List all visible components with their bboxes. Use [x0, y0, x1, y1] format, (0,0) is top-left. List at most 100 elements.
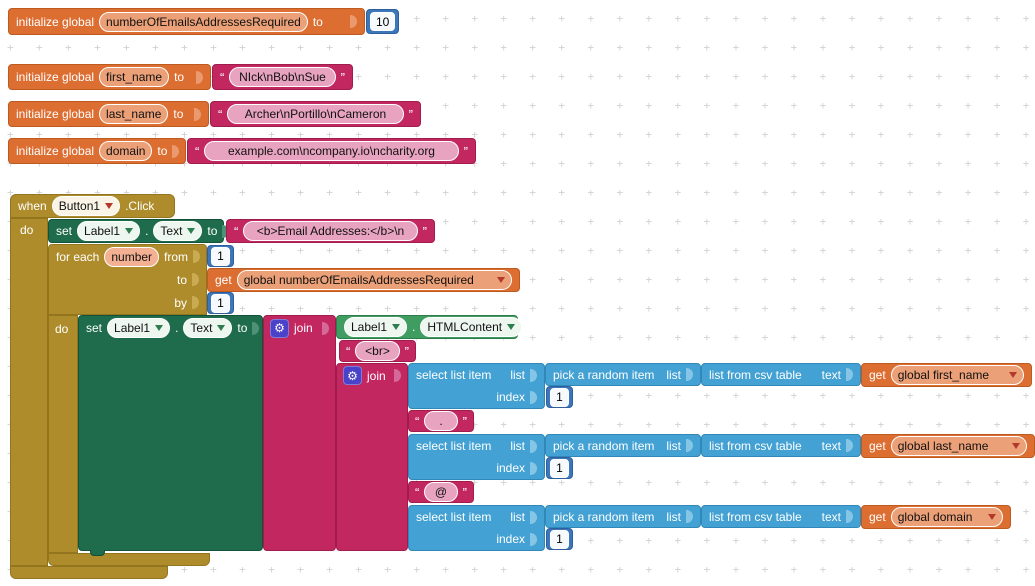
text-block-domains[interactable]: “ example.com\ncompany.io\ncharity.org ”	[187, 138, 476, 164]
list-label: list	[510, 439, 525, 453]
chevron-down-icon	[988, 514, 996, 520]
number-block-count[interactable]: 10	[366, 9, 399, 34]
loop-var-field[interactable]: number	[104, 246, 160, 267]
init-global-count-block[interactable]: initialize global numberOfEmailsAddresse…	[8, 8, 365, 35]
when-block-bottom-bar[interactable]	[10, 566, 168, 579]
number-field[interactable]: 10	[370, 12, 396, 31]
var-dropdown[interactable]: global last_name	[890, 436, 1027, 456]
number-block-index[interactable]: 1	[546, 457, 573, 479]
get-count-block[interactable]: get global numberOfEmailsAddressesRequir…	[207, 268, 520, 292]
text-field[interactable]: NIck\nBob\nSue	[229, 67, 336, 87]
text-field[interactable]: example.com\ncompany.io\ncharity.org	[204, 141, 459, 161]
for-each-left-column[interactable]: do	[48, 315, 78, 553]
when-block-left-column[interactable]: do	[10, 218, 48, 566]
text-block-lastnames[interactable]: “ Archer\nPortillo\nCameron ”	[210, 101, 421, 127]
select-list-item-block[interactable]: select list item list index	[408, 434, 545, 480]
select-list-item-block[interactable]: select list item list index	[408, 505, 545, 551]
number-field[interactable]: 1	[550, 458, 569, 478]
get-firstname-block[interactable]: get global first_name	[861, 363, 1032, 387]
outer-join-block[interactable]: ⚙ join	[263, 315, 336, 551]
component-dropdown[interactable]: Label1	[344, 317, 408, 337]
inner-set-label-text-block[interactable]: set Label1 . Text to	[78, 315, 263, 551]
list-from-csv-block[interactable]: list from csv table text	[701, 434, 861, 457]
number-block-index[interactable]: 1	[546, 528, 573, 550]
arg-socket	[394, 369, 401, 382]
var-name-field[interactable]: last_name	[99, 104, 169, 124]
var-name-field[interactable]: domain	[99, 141, 153, 161]
pick-random-item-block[interactable]: pick a random item list	[545, 434, 701, 457]
text-field[interactable]: Archer\nPortillo\nCameron	[227, 104, 404, 124]
number-block-index[interactable]: 1	[546, 386, 573, 408]
text-field[interactable]: @	[424, 482, 458, 502]
var-name: global last_name	[897, 439, 989, 453]
text-field[interactable]: .	[424, 411, 458, 431]
mutator-gear-icon[interactable]: ⚙	[270, 318, 289, 338]
list-from-csv-block[interactable]: list from csv table text	[701, 363, 861, 386]
set-label-text-block[interactable]: set Label1 . Text to	[48, 219, 230, 243]
var-dropdown[interactable]: global numberOfEmailsAddressesRequired	[236, 270, 512, 290]
list-label: list	[666, 367, 681, 382]
text-socket	[846, 439, 853, 452]
init-global-domain-block[interactable]: initialize global domain to	[8, 138, 186, 164]
var-dropdown[interactable]: global first_name	[890, 365, 1024, 385]
init-global-firstname-block[interactable]: initialize global first_name to	[8, 64, 211, 90]
select-row: select list item list	[409, 506, 544, 528]
component-dropdown[interactable]: Label1	[77, 221, 141, 241]
init-label: initialize global	[16, 14, 95, 29]
number-field[interactable]: 1	[550, 387, 569, 407]
pick-random-label: pick a random item	[553, 509, 655, 524]
number-field[interactable]: 1	[550, 529, 569, 549]
dot-label: .	[412, 320, 416, 334]
get-domain-block[interactable]: get global domain	[861, 505, 1011, 529]
for-each-bottom-bar[interactable]	[48, 553, 210, 566]
text-block-at[interactable]: “ @ ”	[408, 481, 474, 503]
select-list-item-block[interactable]: select list item list index	[408, 363, 545, 409]
from-label: from	[164, 249, 189, 264]
mutator-gear-icon[interactable]: ⚙	[343, 366, 362, 385]
pick-random-item-block[interactable]: pick a random item list	[545, 505, 701, 528]
pick-random-label: pick a random item	[553, 367, 655, 382]
get-lastname-block[interactable]: get global last_name	[861, 434, 1035, 458]
select-list-item-label: select list item	[416, 368, 492, 382]
component-dropdown[interactable]: Button1	[51, 196, 121, 216]
number-field[interactable]: 1	[211, 246, 230, 266]
join-label: join	[367, 368, 386, 383]
open-quote: “	[234, 223, 239, 239]
pick-random-item-block[interactable]: pick a random item list	[545, 363, 701, 386]
for-each-block[interactable]: for each number from to by	[48, 244, 207, 315]
text-field[interactable]: <br>	[355, 341, 400, 361]
text-socket	[846, 368, 853, 381]
number-block-by[interactable]: 1	[207, 292, 234, 314]
chevron-down-icon	[1009, 372, 1017, 378]
value-socket	[350, 15, 357, 28]
property-dropdown[interactable]: Text	[153, 221, 203, 241]
next-statement-notch	[90, 550, 105, 556]
list-from-csv-block[interactable]: list from csv table text	[701, 505, 861, 528]
property-dropdown[interactable]: HTMLContent	[420, 317, 523, 337]
open-quote: “	[415, 413, 420, 429]
number-block-from[interactable]: 1	[207, 245, 234, 267]
text-field[interactable]: <b>Email Addresses:</b>\n	[243, 221, 418, 241]
htmlcontent-getter-block[interactable]: Label1 . HTMLContent	[336, 315, 523, 339]
init-global-lastname-block[interactable]: initialize global last_name to	[8, 101, 209, 127]
set-label: set	[86, 321, 103, 335]
var-name: global first_name	[897, 368, 990, 382]
when-event-header[interactable]: when Button1 .Click	[10, 194, 175, 218]
text-block-br[interactable]: “ <br> ”	[339, 340, 416, 362]
csv-table-label: list from csv table	[709, 509, 802, 524]
text-label: text	[821, 509, 841, 524]
text-block-email-header[interactable]: “ <b>Email Addresses:</b>\n ”	[226, 219, 435, 243]
text-block-dot[interactable]: “ . ”	[408, 410, 474, 432]
list-socket	[686, 510, 693, 523]
index-row: index	[409, 528, 544, 550]
component-dropdown[interactable]: Label1	[107, 318, 171, 338]
property-dropdown[interactable]: Text	[183, 318, 233, 338]
var-name-field[interactable]: first_name	[99, 67, 170, 87]
inner-join-block[interactable]: ⚙ join	[336, 363, 408, 551]
number-field[interactable]: 1	[211, 293, 230, 313]
var-dropdown[interactable]: global domain	[890, 507, 1003, 527]
text-block-firstnames[interactable]: “ NIck\nBob\nSue ”	[212, 64, 353, 90]
var-name-field[interactable]: numberOfEmailsAddressesRequired	[99, 11, 308, 32]
pick-random-label: pick a random item	[553, 438, 655, 453]
